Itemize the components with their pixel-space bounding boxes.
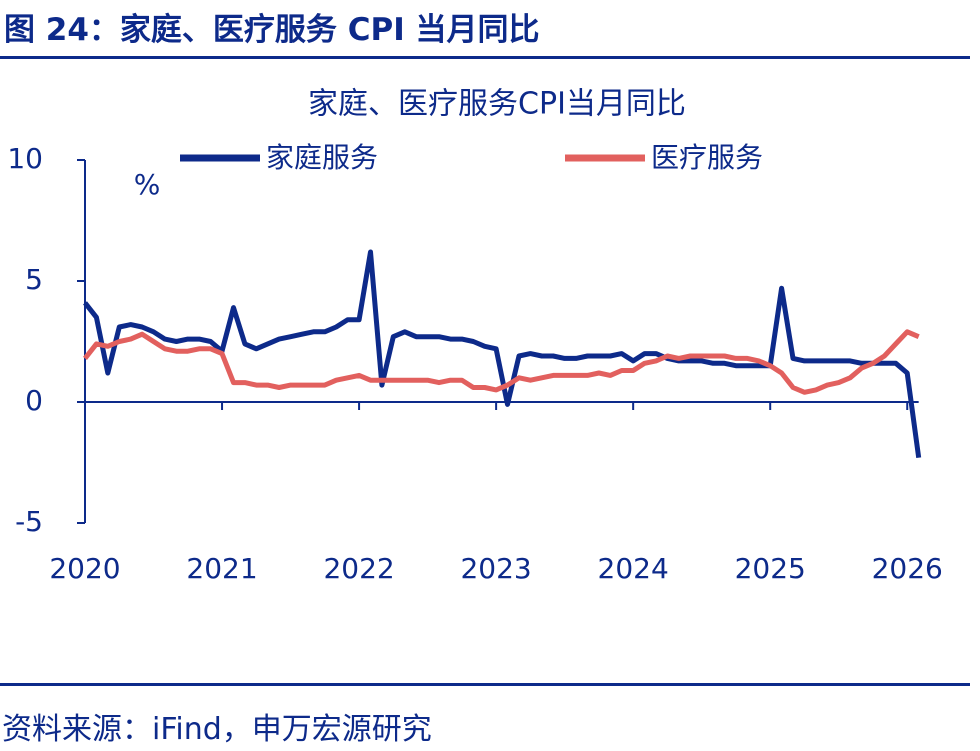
x-tick-label: 2022 bbox=[323, 552, 394, 585]
x-tick-label: 2023 bbox=[460, 552, 531, 585]
x-tick-label: 2025 bbox=[735, 552, 806, 585]
source: 资料来源：iFind，申万宏源研究 bbox=[2, 712, 432, 747]
x-tick-label: 2021 bbox=[186, 552, 257, 585]
footer-rule bbox=[0, 683, 970, 686]
x-tick-label: 2026 bbox=[872, 552, 943, 585]
legend-label: 家庭服务 bbox=[266, 141, 378, 174]
series-line bbox=[83, 329, 920, 395]
x-tick-label: 2020 bbox=[49, 552, 120, 585]
y-tick-label: 5 bbox=[25, 263, 43, 296]
y-unit: % bbox=[134, 168, 161, 201]
y-tick-label: -5 bbox=[15, 505, 43, 538]
header-rule bbox=[0, 56, 970, 59]
series-line bbox=[83, 249, 922, 459]
figure-title: 图 24：家庭、医疗服务 CPI 当月同比 bbox=[4, 12, 540, 48]
chart-title: 家庭、医疗服务CPI当月同比 bbox=[308, 87, 686, 122]
y-tick-label: 0 bbox=[25, 384, 43, 417]
chart: 家庭、医疗服务CPI当月同比 % -5 0 5 10 2020 2021 2022 2023 2… bbox=[7, 87, 943, 586]
x-tick-label: 2024 bbox=[598, 552, 669, 585]
y-tick-label: 10 bbox=[7, 142, 43, 175]
legend-label: 医疗服务 bbox=[651, 141, 763, 174]
